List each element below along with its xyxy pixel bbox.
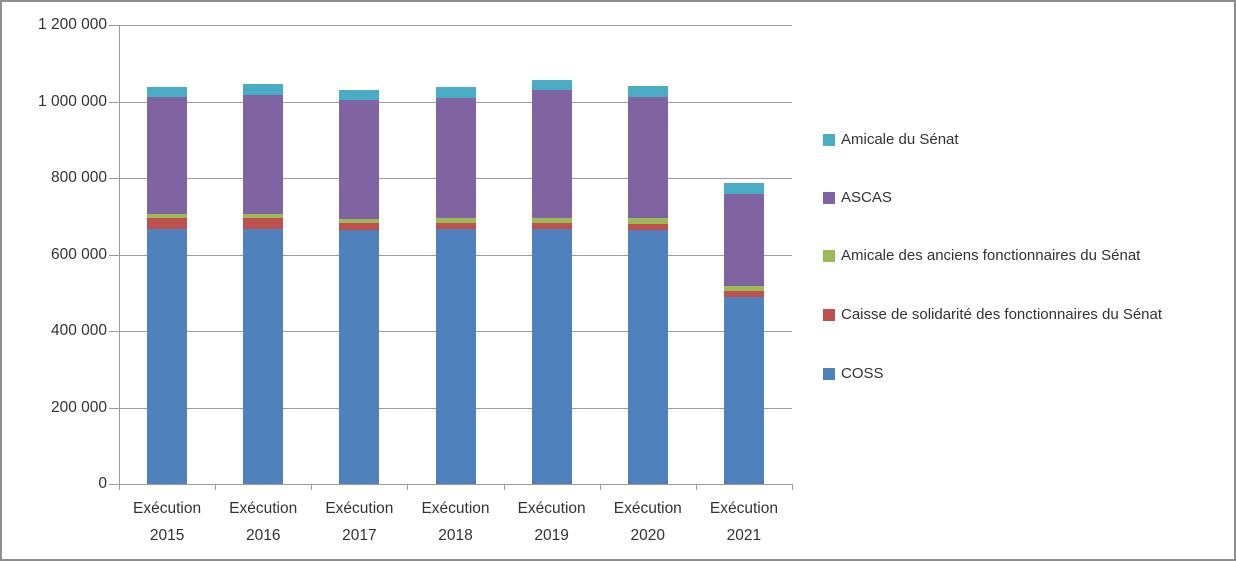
legend-label: Caisse de solidarité des fonctionnaires … bbox=[841, 306, 1163, 323]
bar-segment bbox=[435, 229, 476, 484]
bar-segment bbox=[147, 229, 188, 484]
legend-item: COSS bbox=[823, 361, 1225, 387]
bar-segment bbox=[147, 97, 188, 215]
bar-segment bbox=[723, 194, 764, 286]
bar-segment bbox=[147, 87, 188, 98]
bar-segment bbox=[723, 290, 764, 297]
y-axis-tick-label: 1 000 000 bbox=[38, 92, 107, 110]
y-axis-tick-label: 400 000 bbox=[50, 322, 107, 339]
bar-segment bbox=[147, 214, 188, 219]
bar-segment bbox=[435, 217, 476, 223]
bar-segment bbox=[339, 222, 380, 230]
x-axis-label-line2: 2019 bbox=[534, 527, 569, 544]
x-axis-label-line1: Exécution bbox=[133, 500, 202, 517]
bar-segment bbox=[627, 86, 668, 97]
bar-segment bbox=[339, 90, 380, 100]
bar-segment bbox=[627, 229, 668, 484]
bar-segment bbox=[147, 218, 188, 230]
bar-segment bbox=[339, 99, 380, 219]
x-axis-label-line2: 2020 bbox=[630, 527, 666, 544]
bar-segment bbox=[243, 214, 284, 218]
bar-segment bbox=[531, 89, 572, 219]
y-axis-tick-label: 600 000 bbox=[50, 245, 107, 263]
bar-segment bbox=[723, 182, 764, 195]
legend-swatch bbox=[823, 309, 835, 321]
x-axis-label: Exécution 2020 bbox=[600, 495, 696, 549]
legend-item: Caisse de solidarité des fonctionnaires … bbox=[823, 302, 1225, 328]
legend-swatch bbox=[823, 192, 835, 204]
bar-segment bbox=[531, 218, 572, 223]
bar-segment bbox=[435, 222, 476, 230]
bar-segment bbox=[531, 80, 572, 90]
y-axis-tick bbox=[109, 407, 119, 409]
x-axis-tick bbox=[503, 484, 505, 490]
y-axis-tick-label: 200 000 bbox=[50, 398, 107, 416]
bar-segment bbox=[339, 229, 380, 484]
x-axis-label-line2: 2017 bbox=[342, 527, 377, 544]
x-axis-label-line1: Exécution bbox=[709, 500, 778, 517]
x-axis-label: Exécution 2017 bbox=[311, 495, 407, 549]
bar-segment bbox=[243, 217, 284, 229]
x-axis-label-line2: 2018 bbox=[438, 527, 473, 544]
x-axis-tick bbox=[792, 484, 793, 490]
gridline bbox=[119, 25, 792, 26]
bar-segment bbox=[531, 222, 572, 229]
bar-segment bbox=[435, 97, 476, 218]
bar-segment bbox=[243, 228, 284, 484]
x-axis-tick bbox=[215, 484, 217, 490]
y-axis-tick-label: 0 bbox=[98, 475, 107, 492]
x-axis-label: Exécution 2015 bbox=[119, 495, 215, 549]
legend-swatch bbox=[823, 368, 835, 380]
y-axis-tick bbox=[109, 101, 119, 103]
legend-item: Amicale des anciens fonctionnaires du Sé… bbox=[823, 243, 1225, 269]
bar-segment bbox=[723, 296, 764, 484]
x-axis-tick bbox=[119, 484, 120, 490]
y-axis-tick bbox=[109, 254, 119, 256]
x-axis-label-line1: Exécution bbox=[229, 500, 298, 517]
bar-segment bbox=[339, 218, 380, 223]
x-axis-label: Exécution 2016 bbox=[215, 495, 311, 549]
x-axis-tick bbox=[407, 484, 409, 490]
x-axis-label: Exécution 2019 bbox=[504, 495, 600, 549]
legend-item: Amicale du Sénat bbox=[823, 127, 1225, 153]
x-axis-tick bbox=[695, 484, 697, 490]
bar-segment bbox=[627, 223, 668, 230]
legend-swatch bbox=[823, 134, 835, 146]
bar-segment bbox=[435, 86, 476, 98]
x-axis-label-line1: Exécution bbox=[613, 500, 682, 517]
legend-label: Amicale des anciens fonctionnaires du Sé… bbox=[841, 247, 1141, 264]
legend-label: ASCAS bbox=[841, 189, 892, 206]
legend-swatch bbox=[823, 250, 835, 262]
x-axis-label-line2: 2016 bbox=[245, 527, 281, 544]
y-axis-tick bbox=[109, 331, 119, 332]
bar-segment bbox=[531, 228, 572, 484]
x-axis-label-line1: Exécution bbox=[325, 500, 394, 517]
legend-label: COSS bbox=[841, 365, 884, 382]
legend-item: ASCAS bbox=[823, 185, 1225, 211]
y-axis-tick-label: 1 200 000 bbox=[38, 16, 107, 33]
y-axis-tick bbox=[109, 25, 119, 26]
x-axis-label: Exécution 2018 bbox=[407, 495, 503, 549]
x-axis-tick bbox=[599, 484, 601, 490]
y-axis-tick-label: 800 000 bbox=[50, 169, 107, 186]
y-axis-tick bbox=[109, 178, 119, 179]
y-axis-tick bbox=[109, 484, 119, 485]
x-axis-label-line1: Exécution bbox=[517, 500, 586, 517]
bar-segment bbox=[627, 218, 668, 224]
x-axis-label-line2: 2015 bbox=[149, 527, 185, 544]
x-axis-label-line1: Exécution bbox=[421, 500, 490, 517]
x-axis-label: Exécution 2021 bbox=[696, 495, 792, 549]
y-axis-line bbox=[119, 25, 120, 484]
x-axis-tick bbox=[311, 484, 313, 490]
x-axis-label-line2: 2021 bbox=[726, 527, 762, 544]
x-axis-line bbox=[119, 484, 792, 485]
bar-segment bbox=[723, 285, 764, 291]
legend-label: Amicale du Sénat bbox=[841, 131, 959, 148]
bar-segment bbox=[243, 83, 284, 96]
bar-segment bbox=[243, 95, 284, 215]
bar-segment bbox=[627, 96, 668, 219]
